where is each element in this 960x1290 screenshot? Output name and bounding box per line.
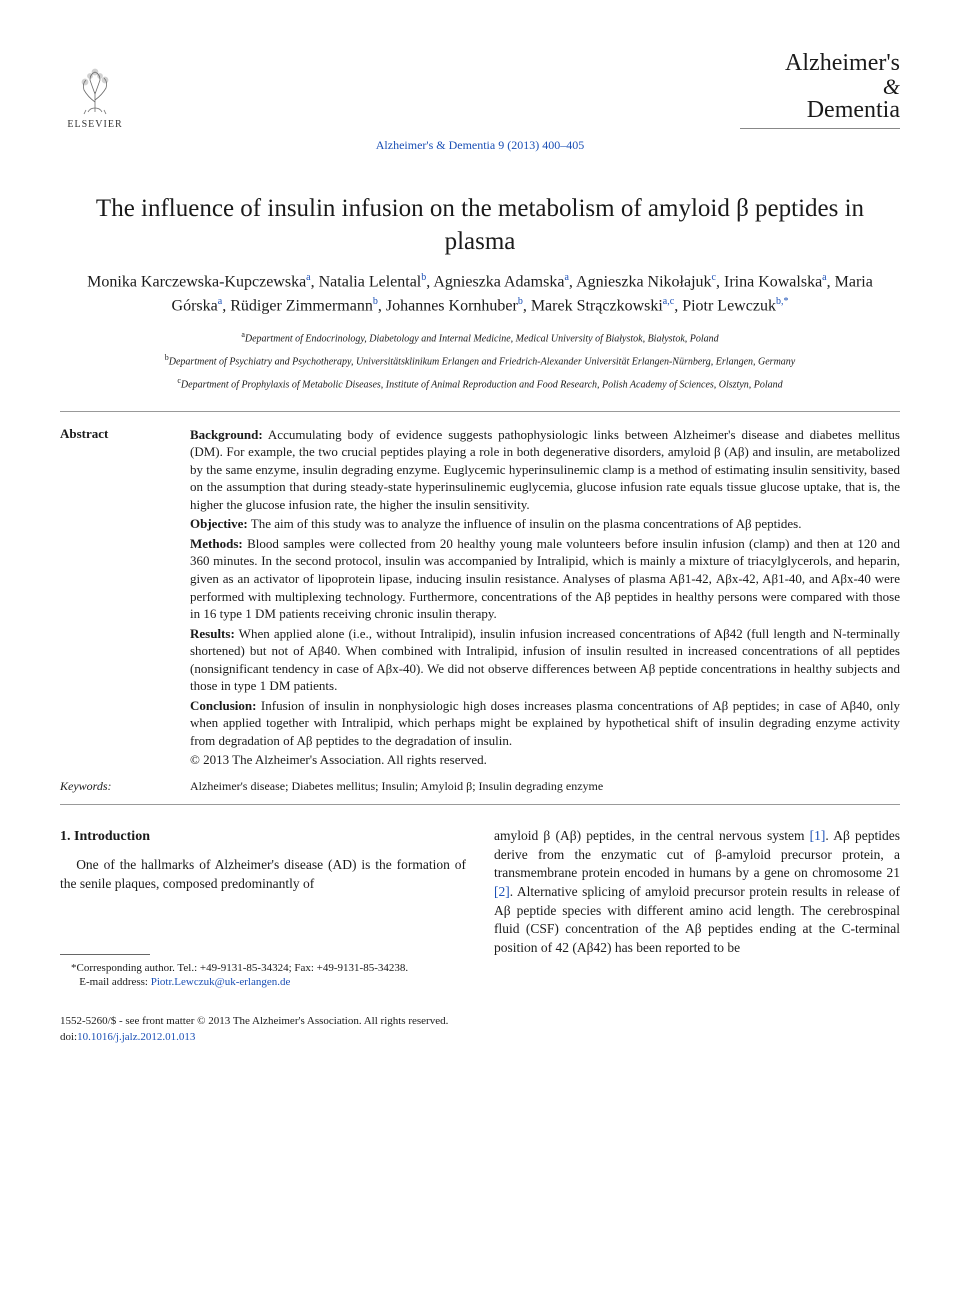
publisher-name: ELSEVIER [67, 119, 122, 130]
article-title: The influence of insulin infusion on the… [60, 193, 900, 258]
intro-paragraph-left: One of the hallmarks of Alzheimer's dise… [60, 856, 466, 893]
abstract-section: Conclusion: Infusion of insulin in nonph… [190, 697, 900, 750]
abstract-block: Abstract Background: Accumulating body o… [60, 426, 900, 771]
affiliation-list: aDepartment of Endocrinology, Diabetolog… [60, 329, 900, 393]
abstract-section: Methods: Blood samples were collected fr… [190, 535, 900, 623]
journal-rule [740, 128, 900, 129]
publisher-logo: ELSEVIER [60, 50, 130, 130]
journal-logo: Alzheimer's & Dementia [740, 50, 900, 129]
right-column: amyloid β (Aβ) peptides, in the central … [494, 827, 900, 990]
divider-bottom [60, 804, 900, 805]
author-list: Monika Karczewska-Kupczewskaa, Natalia L… [60, 270, 900, 319]
page-footer: 1552-5260/$ - see front matter © 2013 Th… [60, 1014, 900, 1045]
doi-link[interactable]: 10.1016/j.jalz.2012.01.013 [77, 1031, 195, 1043]
affiliation: bDepartment of Psychiatry and Psychother… [60, 352, 900, 369]
section-heading: 1. Introduction [60, 827, 466, 846]
affiliation: aDepartment of Endocrinology, Diabetolog… [60, 329, 900, 346]
journal-title-amp: & [740, 77, 900, 97]
divider-top [60, 411, 900, 412]
doi-line: doi:10.1016/j.jalz.2012.01.013 [60, 1030, 900, 1045]
page-header: ELSEVIER Alzheimer's & Dementia [60, 50, 900, 130]
abstract-label: Abstract [60, 426, 160, 771]
issn-line: 1552-5260/$ - see front matter © 2013 Th… [60, 1014, 900, 1029]
abstract-body: Background: Accumulating body of evidenc… [190, 426, 900, 771]
corresponding-email: E-mail address: Piotr.Lewczuk@uk-erlange… [60, 975, 466, 990]
body-columns: 1. Introduction One of the hallmarks of … [60, 827, 900, 990]
affiliation: cDepartment of Prophylaxis of Metabolic … [60, 375, 900, 392]
footnote-rule [60, 954, 150, 955]
abstract-section: Objective: The aim of this study was to … [190, 515, 900, 533]
citation-line: Alzheimer's & Dementia 9 (2013) 400–405 [60, 138, 900, 153]
abstract-copyright: © 2013 The Alzheimer's Association. All … [190, 751, 900, 769]
keywords-body: Alzheimer's disease; Diabetes mellitus; … [190, 779, 900, 794]
corresponding-author: *Corresponding author. Tel.: +49-9131-85… [60, 961, 466, 976]
keywords-row: Keywords: Alzheimer's disease; Diabetes … [60, 779, 900, 794]
keywords-label: Keywords: [60, 779, 160, 794]
journal-title-2: Dementia [740, 97, 900, 124]
intro-paragraph-right: amyloid β (Aβ) peptides, in the central … [494, 827, 900, 957]
journal-title-1: Alzheimer's [740, 50, 900, 77]
email-link[interactable]: Piotr.Lewczuk@uk-erlangen.de [151, 976, 291, 988]
abstract-section: Results: When applied alone (i.e., witho… [190, 625, 900, 695]
abstract-section: Background: Accumulating body of evidenc… [190, 426, 900, 514]
left-column: 1. Introduction One of the hallmarks of … [60, 827, 466, 990]
elsevier-tree-icon [70, 62, 120, 117]
